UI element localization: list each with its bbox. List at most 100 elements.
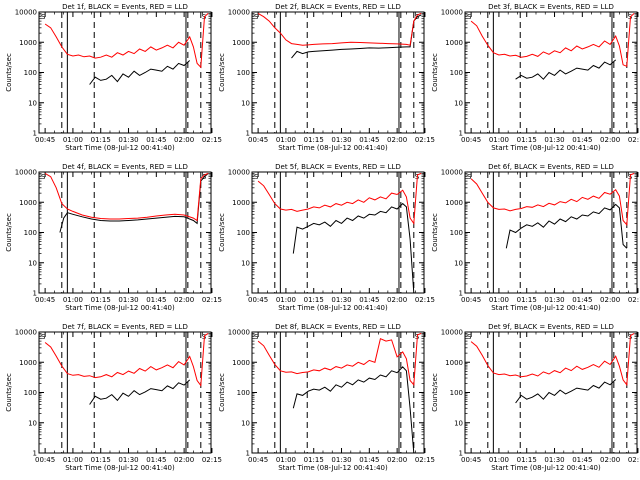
y-tick-label: 10	[241, 419, 250, 427]
chart-title: Det 3f, BLACK = Events, RED = LLD	[488, 3, 614, 11]
y-tick-label: 10	[28, 419, 37, 427]
y-tick-label: 100	[450, 389, 463, 397]
x-tick-label: 00:45	[461, 296, 481, 304]
x-tick-label: 02:15	[202, 296, 222, 304]
y-tick-label: 100	[24, 69, 37, 77]
x-tick-label: 01:30	[331, 456, 351, 464]
y-tick-label: 1000	[19, 199, 37, 207]
y-tick-label: 1000	[19, 359, 37, 367]
y-tick-label: 10	[454, 419, 463, 427]
y-axis-label: Counts/sec	[5, 53, 13, 92]
y-tick-label: 10000	[228, 9, 250, 17]
x-tick-label: 01:15	[91, 456, 111, 464]
y-tick-label: 10000	[441, 9, 463, 17]
corner-mark-left: S	[467, 333, 472, 341]
x-tick-label: 02:00	[600, 456, 620, 464]
y-tick-label: 10	[241, 99, 250, 107]
x-tick-label: 01:45	[572, 456, 592, 464]
series-lld-line	[257, 12, 422, 46]
x-tick-label: 02:00	[600, 136, 620, 144]
chart-title: Det 4f, BLACK = Events, RED = LLD	[62, 163, 188, 171]
x-tick-label: 01:30	[118, 296, 138, 304]
plot-frame	[38, 331, 212, 454]
x-tick-label: 00:45	[461, 136, 481, 144]
y-tick-label: 100	[237, 69, 250, 77]
y-tick-label: 1	[459, 450, 463, 458]
x-tick-label: 01:45	[146, 136, 166, 144]
plot-frame	[251, 171, 425, 294]
chart-panel-7: Det 7f, BLACK = Events, RED = LLD 1 10 100 1…	[5, 323, 222, 472]
y-tick-label: 100	[450, 69, 463, 77]
y-tick-label: 1000	[445, 39, 463, 47]
x-tick-label: 01:30	[544, 296, 564, 304]
y-tick-label: 1000	[232, 199, 250, 207]
x-tick-label: 02:00	[174, 456, 194, 464]
y-tick-label: 10000	[228, 169, 250, 177]
plot-frame	[38, 11, 212, 134]
y-tick-label: 1000	[232, 359, 250, 367]
chart-title: Det 9f, BLACK = Events, RED = LLD	[488, 323, 614, 331]
x-tick-label: 02:15	[628, 456, 640, 464]
y-tick-label: 1	[246, 130, 250, 138]
x-tick-label: 01:30	[544, 456, 564, 464]
x-tick-label: 01:00	[276, 296, 296, 304]
y-tick-label: 1000	[445, 199, 463, 207]
y-axis-label: Counts/sec	[5, 213, 13, 252]
x-tick-label: 02:00	[174, 136, 194, 144]
x-axis-label: Start Time (08-Jul-12 00:41:40)	[491, 144, 601, 152]
chart-title: Det 2f, BLACK = Events, RED = LLD	[275, 3, 401, 11]
y-tick-label: 10	[28, 99, 37, 107]
corner-mark-left: S	[41, 173, 46, 181]
x-tick-label: 01:00	[63, 456, 83, 464]
x-axis-label: Start Time (08-Jul-12 00:41:40)	[65, 304, 175, 312]
y-tick-label: 1	[33, 130, 37, 138]
x-tick-label: 01:15	[304, 136, 324, 144]
corner-mark-left: S	[41, 13, 46, 21]
plot-frame	[464, 171, 638, 294]
chart-panel-5: Det 5f, BLACK = Events, RED = LLD 1 10 100 1…	[218, 163, 435, 312]
x-tick-label: 01:00	[489, 296, 509, 304]
series-lld-line	[470, 13, 635, 68]
x-tick-label: 01:45	[572, 136, 592, 144]
y-tick-label: 10000	[15, 329, 37, 337]
x-tick-label: 01:00	[276, 136, 296, 144]
x-tick-label: 01:00	[489, 456, 509, 464]
x-tick-label: 01:15	[91, 296, 111, 304]
y-tick-label: 100	[24, 229, 37, 237]
x-tick-label: 01:30	[331, 136, 351, 144]
x-tick-label: 01:45	[146, 296, 166, 304]
x-tick-label: 02:15	[202, 456, 222, 464]
x-tick-label: 00:45	[35, 456, 55, 464]
y-tick-label: 10	[241, 259, 250, 267]
y-tick-label: 10000	[441, 169, 463, 177]
x-tick-label: 01:15	[517, 296, 537, 304]
chart-title: Det 6f, BLACK = Events, RED = LLD	[488, 163, 614, 171]
y-axis-label: Counts/sec	[218, 213, 226, 252]
x-tick-label: 00:45	[248, 136, 268, 144]
x-tick-label: 02:15	[202, 136, 222, 144]
x-axis-label: Start Time (08-Jul-12 00:41:40)	[491, 464, 601, 472]
x-tick-label: 02:00	[387, 456, 407, 464]
y-tick-label: 10000	[228, 329, 250, 337]
y-tick-label: 10000	[15, 9, 37, 17]
x-tick-label: 01:00	[489, 136, 509, 144]
series-lld-line	[44, 13, 209, 69]
x-tick-label: 00:45	[248, 456, 268, 464]
x-tick-label: 01:30	[118, 456, 138, 464]
y-axis-label: Counts/sec	[431, 213, 439, 252]
series-events-line	[90, 61, 198, 85]
x-tick-label: 00:45	[35, 296, 55, 304]
series-events-line	[516, 60, 624, 82]
plot-frame	[464, 331, 638, 454]
corner-mark-left: S	[254, 173, 259, 181]
x-tick-label: 01:15	[304, 296, 324, 304]
x-tick-label: 01:45	[359, 296, 379, 304]
x-axis-label: Start Time (08-Jul-12 00:41:40)	[278, 304, 388, 312]
chart-panel-9: Det 9f, BLACK = Events, RED = LLD 1 10 100 1…	[431, 323, 640, 472]
plot-frame	[251, 331, 425, 454]
y-axis-label: Counts/sec	[218, 373, 226, 412]
y-tick-label: 10	[28, 259, 37, 267]
x-tick-label: 02:15	[628, 136, 640, 144]
x-tick-label: 01:30	[544, 136, 564, 144]
